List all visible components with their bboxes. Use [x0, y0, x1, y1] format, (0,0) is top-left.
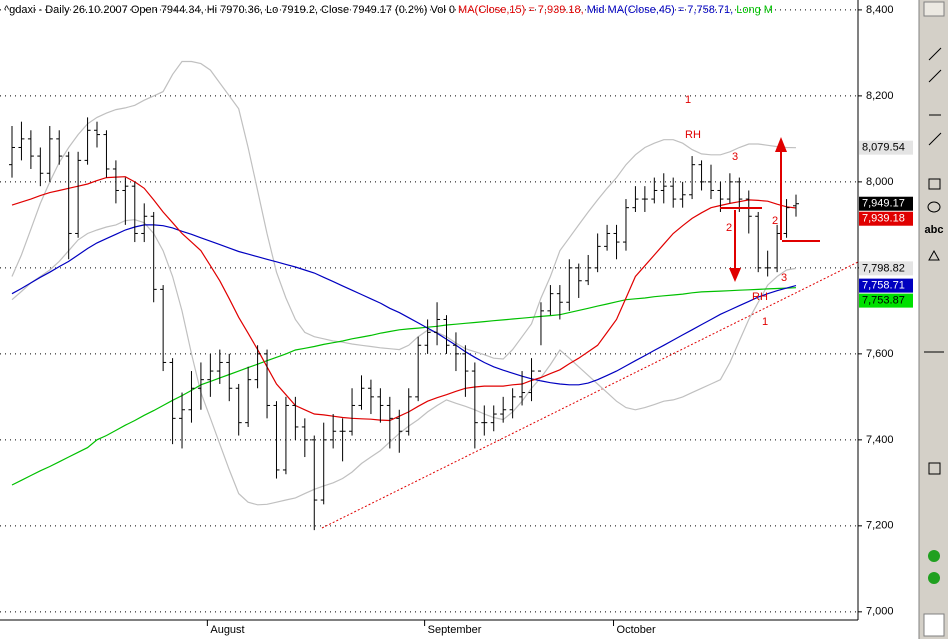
header-part: Long M	[736, 4, 773, 16]
y-tick-label: 7,400	[866, 434, 894, 446]
last-value-box	[859, 196, 913, 211]
header-part: Mid MA(Close,45) = 7,758.71,	[587, 4, 737, 16]
y-tick-label: 7,000	[866, 606, 894, 618]
x-tick-label: October	[617, 624, 656, 636]
axes: 7,0007,2007,4007,6007,8008,0008,2008,400…	[206, 4, 913, 636]
tool-ellipse[interactable]	[927, 201, 941, 213]
tool-channel[interactable]	[928, 132, 942, 146]
y-tick-label: 8,000	[866, 176, 894, 188]
annotation: 3	[781, 272, 787, 284]
last-value-label: 7,939.18	[862, 213, 905, 225]
last-value-label: 7,753.87	[862, 295, 905, 307]
zoom-out[interactable]	[928, 572, 940, 584]
last-value-box	[859, 278, 913, 293]
indicator-line	[11, 176, 797, 422]
tool-line[interactable]	[928, 47, 942, 61]
tool-rect[interactable]	[928, 178, 941, 190]
annotation: 1	[762, 316, 768, 328]
toolbar-bg	[919, 0, 948, 639]
last-value-box	[859, 211, 913, 226]
indicator-line	[11, 60, 797, 360]
arrow-head	[729, 268, 741, 282]
tool-button[interactable]	[923, 1, 945, 17]
last-value-label: 7,798.82	[862, 262, 905, 274]
annotation: 3	[732, 151, 738, 163]
last-value-label: 7,758.71	[862, 280, 905, 292]
y-tick-label: 8,400	[866, 4, 894, 16]
chart-header: ^gdaxi - Daily 26.10.2007 Open 7944.34, …	[4, 4, 773, 16]
tool-triangle[interactable]	[928, 249, 940, 261]
info-button[interactable]	[923, 613, 945, 637]
y-tick-label: 7,600	[866, 348, 894, 360]
annotation: 2	[772, 215, 778, 227]
arrow-head	[775, 137, 787, 152]
annotation: 1	[685, 94, 691, 106]
indicator-line	[11, 224, 797, 386]
last-value-label: 7,949.17	[862, 198, 905, 210]
annotation: RH	[685, 129, 701, 141]
indicator-line	[11, 287, 797, 486]
last-value-box	[859, 293, 913, 308]
indicator-line	[11, 219, 797, 506]
tool-grid[interactable]	[928, 462, 941, 475]
last-value-box	[859, 261, 913, 276]
toolbar: abc	[918, 0, 948, 639]
header-part: ^gdaxi - Daily 26.10.2007 Open 7944.34, …	[4, 4, 458, 16]
tool-ray[interactable]	[928, 69, 942, 83]
last-value-box	[859, 140, 913, 155]
y-tick-label: 7,200	[866, 520, 894, 532]
header-part: MA(Close,15) = 7,939.18,	[458, 4, 587, 16]
last-value-label: 8,079.54	[862, 142, 905, 154]
y-tick-label: 8,200	[866, 90, 894, 102]
tool-text[interactable]: abc	[925, 224, 944, 236]
plot-area	[9, 60, 858, 531]
x-tick-label: September	[428, 624, 482, 636]
x-tick-label: August	[210, 624, 244, 636]
annotation: 2	[726, 222, 732, 234]
drawings: 1 RH 3 2 2 3 RH 1	[685, 94, 820, 328]
grid	[0, 9, 858, 613]
annotation: RH	[752, 291, 768, 303]
zoom-in[interactable]	[928, 550, 940, 562]
